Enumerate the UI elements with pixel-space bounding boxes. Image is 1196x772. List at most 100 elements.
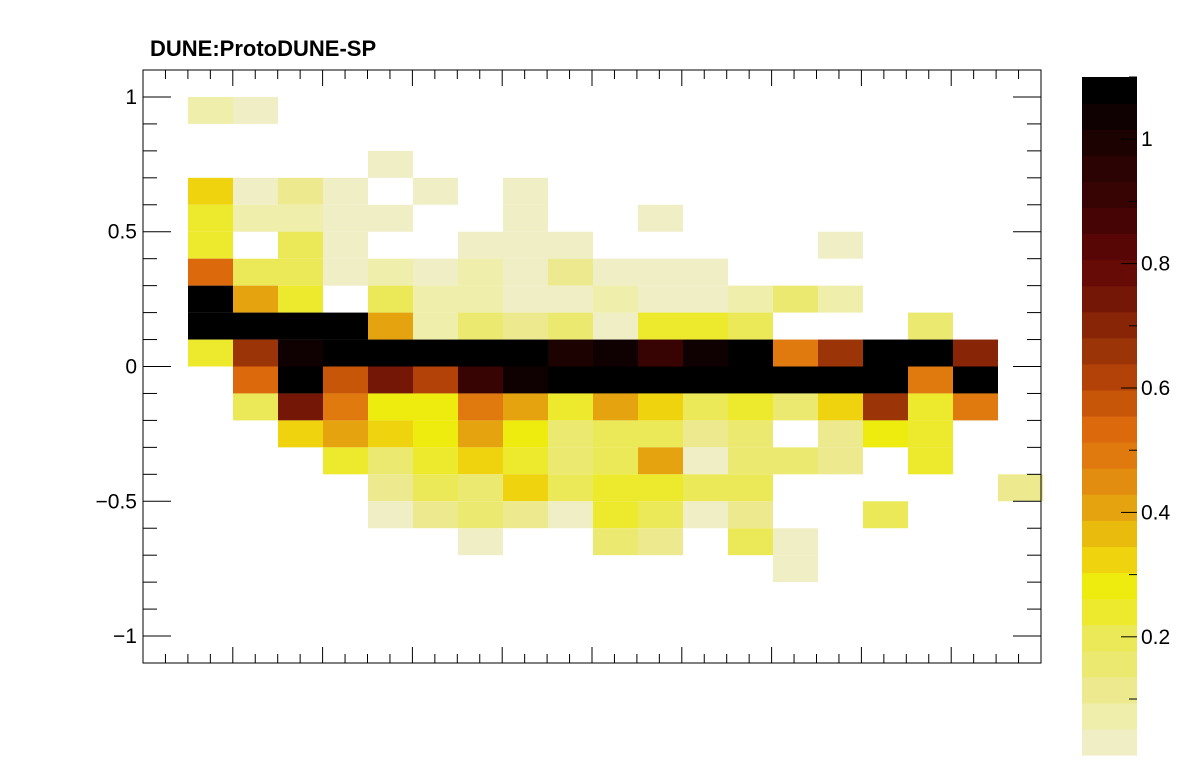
heatmap-cell	[503, 366, 548, 394]
heatmap-cell	[818, 393, 863, 421]
heatmap-cell	[728, 420, 773, 448]
heatmap-cell	[368, 474, 413, 502]
y-tick-label: 0.5	[108, 221, 137, 244]
colorbar-segment	[1082, 702, 1137, 730]
colorbar-segment	[1082, 598, 1137, 626]
heatmap-cell	[503, 177, 548, 205]
heatmap-cell	[323, 258, 368, 286]
heatmap-cell	[413, 312, 458, 340]
colorbar-tick-label: 1	[1141, 128, 1153, 151]
heatmap-cell	[638, 420, 683, 448]
heatmap-cell	[368, 339, 413, 367]
heatmap-cell	[908, 366, 953, 394]
heatmap-cell	[503, 258, 548, 286]
heatmap-cell	[413, 177, 458, 205]
y-tick-label: −1	[113, 625, 137, 648]
colorbar-tick-label: 0.4	[1141, 501, 1171, 524]
y-tick-label: 1	[125, 86, 137, 109]
heatmap-cell	[548, 501, 593, 529]
y-tick-label: −0.5	[96, 490, 137, 513]
heatmap-cell	[773, 285, 818, 313]
heatmap-cell	[278, 339, 323, 367]
heatmap-cell	[233, 312, 278, 340]
heatmap-cell	[638, 501, 683, 529]
heatmap-cell	[773, 393, 818, 421]
heatmap-cell	[458, 501, 503, 529]
heatmap-cells	[188, 96, 1043, 583]
heatmap-cell	[728, 501, 773, 529]
colorbar-segment	[1082, 389, 1137, 417]
heatmap-cell	[503, 312, 548, 340]
colorbar-segment	[1082, 572, 1137, 600]
colorbar-segment	[1082, 311, 1137, 339]
colorbar-segment	[1082, 416, 1137, 443]
heatmap-cell	[953, 393, 998, 421]
heatmap-cell	[413, 366, 458, 394]
heatmap-cell	[188, 96, 233, 124]
heatmap-cell	[638, 285, 683, 313]
heatmap-cell	[233, 177, 278, 205]
heatmap-cell	[188, 285, 233, 313]
heatmap-cell	[503, 393, 548, 421]
heatmap-cell	[638, 393, 683, 421]
heatmap-cell	[818, 231, 863, 259]
heatmap-cell	[548, 393, 593, 421]
heatmap-cell	[818, 285, 863, 313]
heatmap-cell	[323, 339, 368, 367]
heatmap-cell	[503, 204, 548, 232]
heatmap-cell	[503, 285, 548, 313]
colorbar-segment	[1082, 103, 1137, 130]
heatmap-cell	[548, 420, 593, 448]
heatmap-cell	[593, 285, 638, 313]
heatmap-cell	[593, 366, 638, 394]
heatmap-cell	[683, 258, 728, 286]
heatmap-cell	[413, 258, 458, 286]
heatmap-cell	[503, 501, 548, 529]
heatmap-cell	[278, 393, 323, 421]
heatmap-cell	[278, 231, 323, 259]
heatmap-cell	[728, 339, 773, 367]
heatmap-cell	[413, 393, 458, 421]
colorbar-segment	[1082, 650, 1137, 678]
heatmap-cell	[683, 285, 728, 313]
heatmap-cell	[368, 447, 413, 475]
heatmap-cell	[998, 474, 1043, 502]
heatmap-cell	[638, 204, 683, 232]
heatmap-cell	[863, 339, 908, 367]
heatmap-cell	[683, 366, 728, 394]
heatmap-cell	[638, 474, 683, 502]
heatmap-cell	[728, 312, 773, 340]
heatmap-cell	[953, 366, 998, 394]
colorbar-segment	[1082, 233, 1137, 261]
heatmap-cell	[548, 447, 593, 475]
heatmap-cell	[683, 501, 728, 529]
colorbar-segment	[1082, 468, 1137, 495]
heatmap-cell	[773, 528, 818, 556]
heatmap-cell	[368, 366, 413, 394]
heatmap-cell	[458, 420, 503, 448]
heatmap-cell	[728, 474, 773, 502]
colorbar-segment	[1082, 77, 1137, 104]
heatmap-cell	[368, 285, 413, 313]
heatmap-cell	[278, 366, 323, 394]
heatmap-cell	[683, 447, 728, 475]
heatmap-cell	[368, 393, 413, 421]
colorbar-segment	[1082, 676, 1137, 704]
heatmap-cell	[188, 231, 233, 259]
heatmap-cell	[458, 474, 503, 502]
heatmap-cell	[548, 312, 593, 340]
heatmap-cell	[683, 339, 728, 367]
heatmap-cell	[638, 339, 683, 367]
heatmap-cell	[908, 312, 953, 340]
colorbar-segment	[1082, 207, 1137, 235]
heatmap-cell	[638, 447, 683, 475]
heatmap-cell	[863, 393, 908, 421]
heatmap-cell	[233, 285, 278, 313]
color-scale-bar: 1 0.8 0.6 0.4 0.2	[1082, 76, 1171, 756]
heatmap-cell	[593, 501, 638, 529]
heatmap-cell	[908, 339, 953, 367]
heatmap-cell	[323, 366, 368, 394]
heatmap-cell	[728, 447, 773, 475]
colorbar-tick-label: 0.2	[1141, 626, 1170, 649]
heatmap-cell	[503, 339, 548, 367]
